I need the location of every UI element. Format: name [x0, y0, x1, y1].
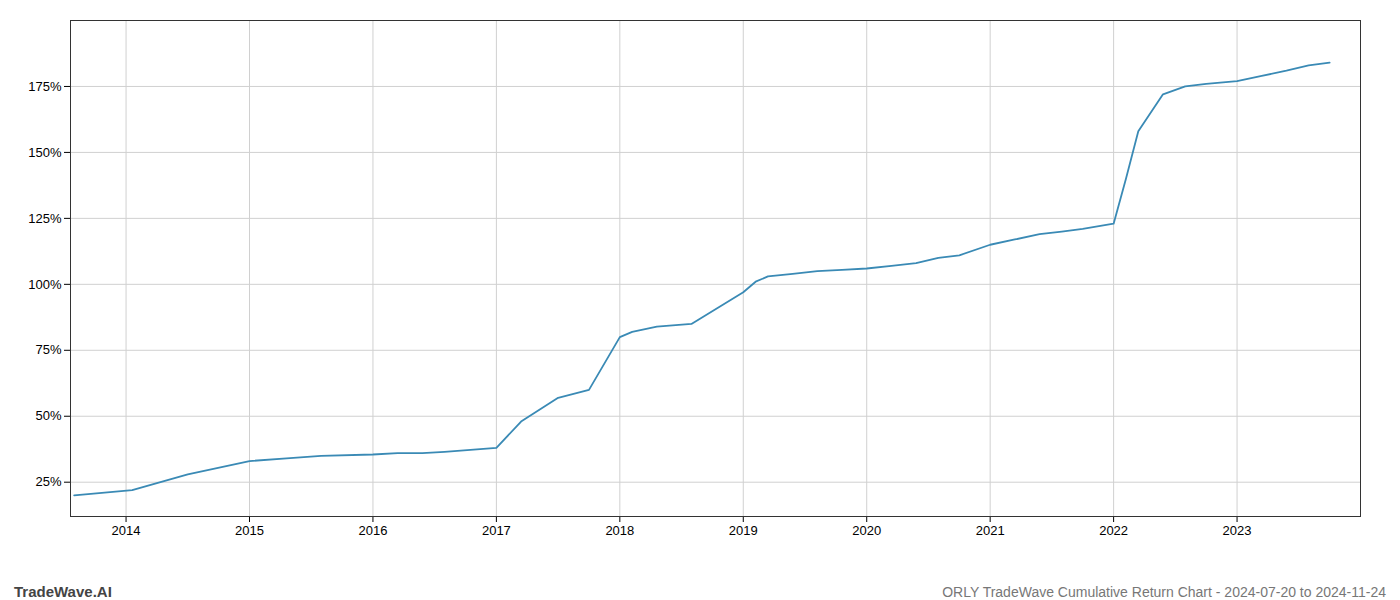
svg-text:2015: 2015: [235, 523, 264, 538]
html-text:TradeWave.AI: TradeWave.AI: [14, 583, 112, 600]
svg-text:25%: 25%: [35, 474, 61, 489]
svg-text:2020: 2020: [852, 523, 881, 538]
svg-text:125%: 125%: [28, 211, 62, 226]
svg-text:75%: 75%: [35, 342, 61, 357]
svg-text:2022: 2022: [1099, 523, 1128, 538]
svg-text:2018: 2018: [605, 523, 634, 538]
svg-text:150%: 150%: [28, 145, 62, 160]
svg-text:2021: 2021: [976, 523, 1005, 538]
svg-text:2016: 2016: [358, 523, 387, 538]
html-text:ORLY TradeWave Cumulative Retu: ORLY TradeWave Cumulative Return Chart -…: [942, 584, 1386, 600]
svg-text:50%: 50%: [35, 408, 61, 423]
svg-text:2017: 2017: [482, 523, 511, 538]
svg-text:175%: 175%: [28, 79, 62, 94]
svg-text:2023: 2023: [1223, 523, 1252, 538]
svg-text:2014: 2014: [112, 523, 141, 538]
svg-text:2019: 2019: [729, 523, 758, 538]
svg-text:100%: 100%: [28, 276, 62, 291]
